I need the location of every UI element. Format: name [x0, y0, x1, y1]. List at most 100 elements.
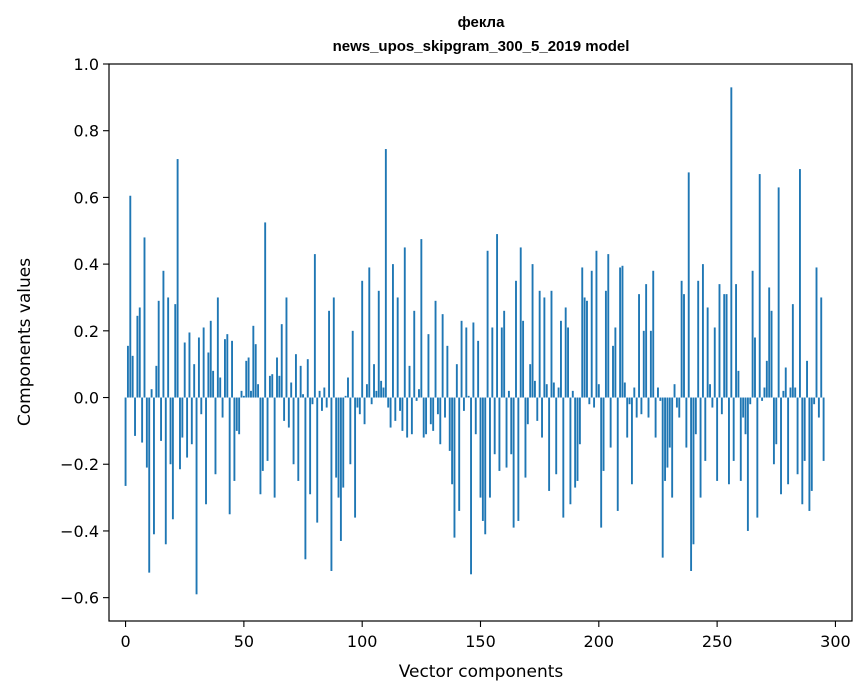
- bar-238: [687, 172, 690, 398]
- bar-186: [564, 307, 567, 398]
- bar-14: [157, 300, 160, 398]
- bar-233: [675, 397, 678, 408]
- bar-171: [529, 364, 532, 398]
- bar-48: [238, 397, 241, 435]
- bar-8: [143, 237, 146, 398]
- bar-195: [586, 300, 588, 398]
- bar-137: [448, 397, 451, 451]
- bar-55: [254, 344, 257, 398]
- bar-170: [526, 397, 529, 425]
- bar-250: [716, 397, 719, 481]
- bar-24: [181, 397, 184, 438]
- bar-222: [649, 330, 652, 398]
- bar-242: [697, 280, 700, 398]
- bar-134: [441, 314, 444, 398]
- bar-290: [810, 397, 813, 491]
- bar-130: [432, 397, 435, 431]
- bar-139: [453, 397, 456, 538]
- x-axis-ticks: 0 50 100 150 200 250 300: [120, 621, 851, 651]
- x-tick-label: 100: [347, 632, 378, 651]
- bar-47: [235, 397, 238, 431]
- bar-69: [287, 397, 290, 428]
- bar-259: [737, 370, 740, 398]
- bar-155: [491, 327, 494, 398]
- bar-166: [517, 397, 520, 521]
- bar-295: [822, 397, 825, 461]
- bar-198: [593, 397, 596, 408]
- bar-218: [640, 397, 643, 415]
- bar-146: [470, 397, 472, 575]
- bar-88: [332, 297, 335, 398]
- bar-156: [493, 397, 496, 455]
- bar-4: [134, 397, 136, 436]
- bar-75: [302, 394, 304, 398]
- bar-239: [690, 397, 693, 571]
- bar-29: [193, 364, 196, 398]
- bar-124: [418, 389, 420, 398]
- bar-45: [231, 340, 233, 398]
- bar-95: [349, 397, 352, 465]
- bar-2: [129, 195, 132, 398]
- bar-221: [647, 397, 650, 418]
- bar-51: [245, 360, 248, 398]
- bar-96: [351, 330, 354, 398]
- bar-293: [817, 397, 820, 418]
- bar-122: [413, 310, 416, 398]
- bar-100: [361, 280, 364, 398]
- bar-74: [299, 365, 302, 398]
- bar-245: [704, 397, 707, 461]
- bar-21: [174, 304, 177, 398]
- bar-234: [678, 397, 681, 418]
- bar-232: [673, 384, 676, 398]
- bar-16: [162, 270, 165, 398]
- bar-292: [815, 267, 818, 398]
- bar-36: [209, 320, 212, 398]
- bar-291: [813, 397, 816, 405]
- bar-284: [796, 397, 799, 475]
- bar-177: [543, 297, 546, 398]
- bar-260: [739, 397, 742, 481]
- bar-182: [555, 397, 558, 475]
- x-tick-label: 300: [820, 632, 851, 651]
- bar-246: [706, 307, 709, 398]
- bar-13: [155, 365, 158, 398]
- bar-213: [628, 397, 631, 405]
- bar-143: [462, 397, 465, 411]
- bar-283: [794, 387, 797, 398]
- bar-280: [787, 397, 790, 485]
- bar-109: [382, 387, 385, 398]
- bar-108: [380, 380, 383, 398]
- bar-80: [313, 254, 316, 398]
- bar-42: [224, 339, 226, 398]
- bar-10: [148, 397, 151, 573]
- bar-128: [427, 334, 430, 398]
- bar-240: [692, 397, 695, 545]
- bar-7: [141, 397, 144, 443]
- bar-251: [718, 284, 721, 398]
- bar-72: [294, 354, 297, 398]
- bar-136: [446, 345, 449, 398]
- bar-119: [406, 397, 409, 438]
- bar-102: [365, 384, 368, 398]
- bar-162: [507, 390, 510, 398]
- bar-219: [642, 330, 645, 398]
- bar-169: [524, 397, 527, 478]
- bar-209: [619, 267, 622, 398]
- bar-274: [772, 397, 775, 465]
- bar-107: [377, 290, 380, 398]
- bar-202: [602, 397, 605, 471]
- chart-subtitle: news_upos_skipgram_300_5_2019 model: [333, 38, 630, 55]
- bar-12: [153, 397, 155, 535]
- bar-165: [515, 280, 517, 398]
- bar-59: [264, 222, 267, 398]
- bar-98: [356, 397, 359, 408]
- y-tick-label: −0.4: [60, 522, 99, 541]
- bar-267: [756, 397, 759, 518]
- bar-114: [394, 397, 397, 421]
- bar-58: [261, 397, 264, 471]
- bar-217: [638, 294, 640, 398]
- y-tick-label: 0.0: [74, 389, 99, 408]
- bar-127: [425, 397, 428, 435]
- bar-226: [659, 397, 662, 401]
- bar-28: [190, 397, 193, 445]
